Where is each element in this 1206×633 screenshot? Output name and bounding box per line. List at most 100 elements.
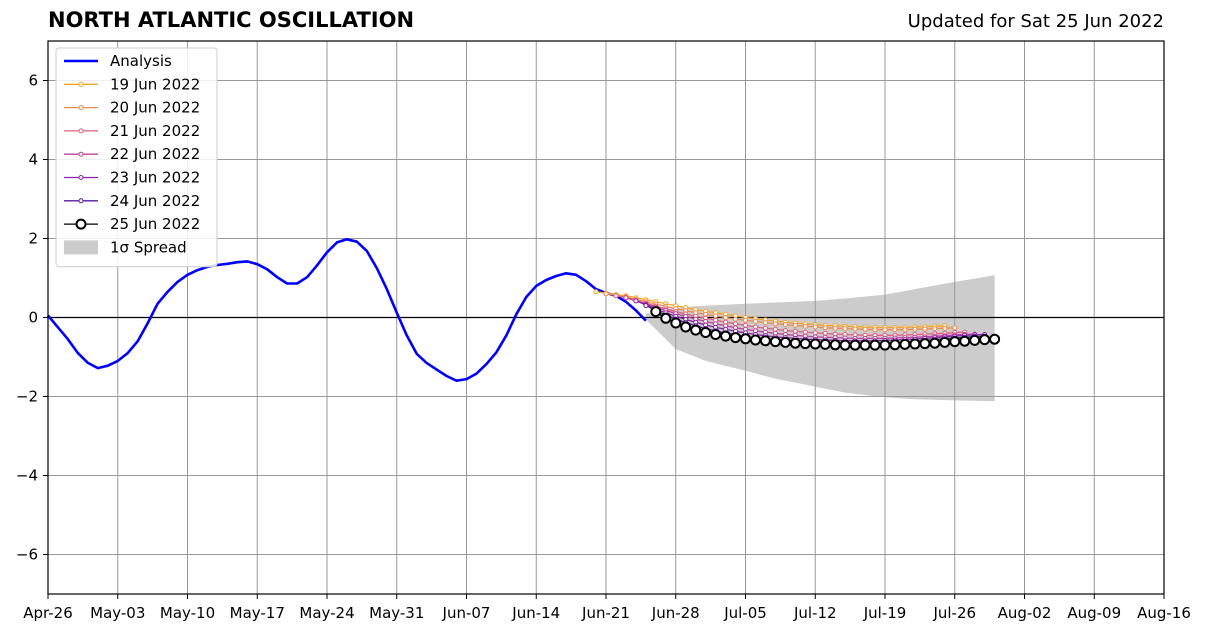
- x-tick-label: Jun-28: [651, 604, 700, 622]
- data-point: [949, 336, 961, 348]
- data-point: [899, 338, 911, 350]
- data-point: [753, 318, 758, 324]
- legend-marker: [75, 218, 87, 230]
- data-point: [782, 328, 788, 333]
- chart-title: NORTH ATLANTIC OSCILLATION: [48, 8, 415, 32]
- data-point: [939, 336, 951, 348]
- data-point: [710, 329, 722, 340]
- data-point: [892, 327, 898, 333]
- data-point: [819, 338, 831, 350]
- data-point: [989, 333, 1001, 345]
- y-tick-label: −4: [16, 467, 38, 485]
- series-layer: [47, 238, 1001, 383]
- data-point: [593, 289, 599, 295]
- data-point: [700, 327, 712, 338]
- series-group: [47, 238, 647, 383]
- legend-label: Analysis: [110, 52, 172, 70]
- data-point: [822, 325, 828, 331]
- data-point: [932, 326, 938, 332]
- data-point: [680, 321, 692, 333]
- data-point: [650, 306, 662, 318]
- x-tick-label: May-10: [160, 604, 215, 622]
- data-point: [792, 322, 798, 328]
- data-point: [703, 311, 709, 317]
- legend-label: 25 Jun 2022: [110, 215, 200, 233]
- spread-band: [645, 275, 995, 402]
- y-tick-label: 0: [28, 309, 38, 327]
- data-point: [969, 334, 981, 346]
- legend-marker: [78, 81, 84, 87]
- legend-label: 19 Jun 2022: [110, 75, 200, 93]
- data-point: [802, 329, 808, 335]
- data-point: [812, 324, 818, 330]
- x-tick-label: Jun-07: [442, 604, 491, 622]
- data-point: [720, 330, 732, 342]
- data-point: [869, 339, 881, 351]
- y-tick-label: −6: [16, 546, 38, 564]
- y-tick-label: −2: [16, 388, 38, 406]
- legend: Analysis 19 Jun 2022 20 Jun 2022 21 Jun 202…: [55, 47, 218, 268]
- data-point: [842, 326, 848, 332]
- data-point: [733, 316, 738, 322]
- x-tick-label: Apr-26: [23, 604, 73, 622]
- data-point: [942, 325, 948, 331]
- data-point: [902, 327, 908, 333]
- data-point: [852, 326, 858, 332]
- legend-box: [55, 47, 218, 268]
- data-point: [912, 326, 918, 332]
- x-tick-label: May-24: [299, 604, 354, 622]
- data-point: [643, 303, 649, 309]
- x-tick-label: Jul-26: [932, 604, 976, 622]
- data-point: [929, 337, 941, 349]
- data-point: [829, 339, 841, 351]
- legend-marker: [78, 198, 84, 204]
- legend-label: 24 Jun 2022: [110, 192, 200, 210]
- data-point: [919, 338, 931, 350]
- legend-label: 20 Jun 2022: [110, 99, 200, 117]
- x-tick-label: May-17: [230, 604, 285, 622]
- legend-marker: [78, 128, 84, 134]
- x-tick-label: Aug-16: [1137, 604, 1191, 622]
- legend-swatch: [64, 240, 98, 255]
- y-tick-label: 6: [28, 72, 38, 90]
- data-point: [633, 298, 639, 304]
- y-tick-label: 4: [28, 151, 38, 169]
- data-point: [743, 317, 748, 323]
- x-tick-label: Aug-09: [1067, 604, 1121, 622]
- data-point: [713, 313, 719, 319]
- data-point: [613, 293, 619, 299]
- analysis-line: [47, 238, 647, 383]
- data-point: [779, 336, 791, 348]
- data-point: [952, 325, 958, 331]
- data-point: [623, 295, 629, 301]
- data-point: [862, 326, 868, 332]
- legend-marker: [78, 175, 84, 180]
- data-point: [603, 291, 609, 297]
- legend-label: 23 Jun 2022: [110, 169, 200, 187]
- legend-marker: [78, 151, 84, 157]
- x-tick-label: Jul-19: [863, 604, 907, 622]
- data-point: [740, 333, 751, 345]
- legend-marker: [78, 105, 84, 111]
- x-tick-label: Jul-12: [793, 604, 837, 622]
- data-point: [822, 330, 828, 336]
- updated-date-label: Updated for Sat 25 Jun 2022: [907, 11, 1164, 32]
- data-point: [723, 315, 729, 320]
- data-point: [832, 325, 838, 331]
- data-point: [772, 321, 778, 327]
- legend-label: 21 Jun 2022: [110, 122, 200, 140]
- data-point: [882, 327, 888, 333]
- data-point: [889, 339, 901, 351]
- data-point: [812, 330, 818, 336]
- data-point: [772, 326, 778, 332]
- data-point: [859, 339, 871, 351]
- legend-label: 1σ Spread: [110, 238, 187, 256]
- x-tick-label: May-31: [369, 604, 424, 622]
- data-point: [909, 338, 921, 350]
- data-point: [979, 334, 991, 346]
- data-point: [750, 334, 761, 346]
- x-tick-label: Aug-02: [998, 604, 1052, 622]
- data-point: [670, 317, 682, 329]
- data-point: [799, 338, 811, 350]
